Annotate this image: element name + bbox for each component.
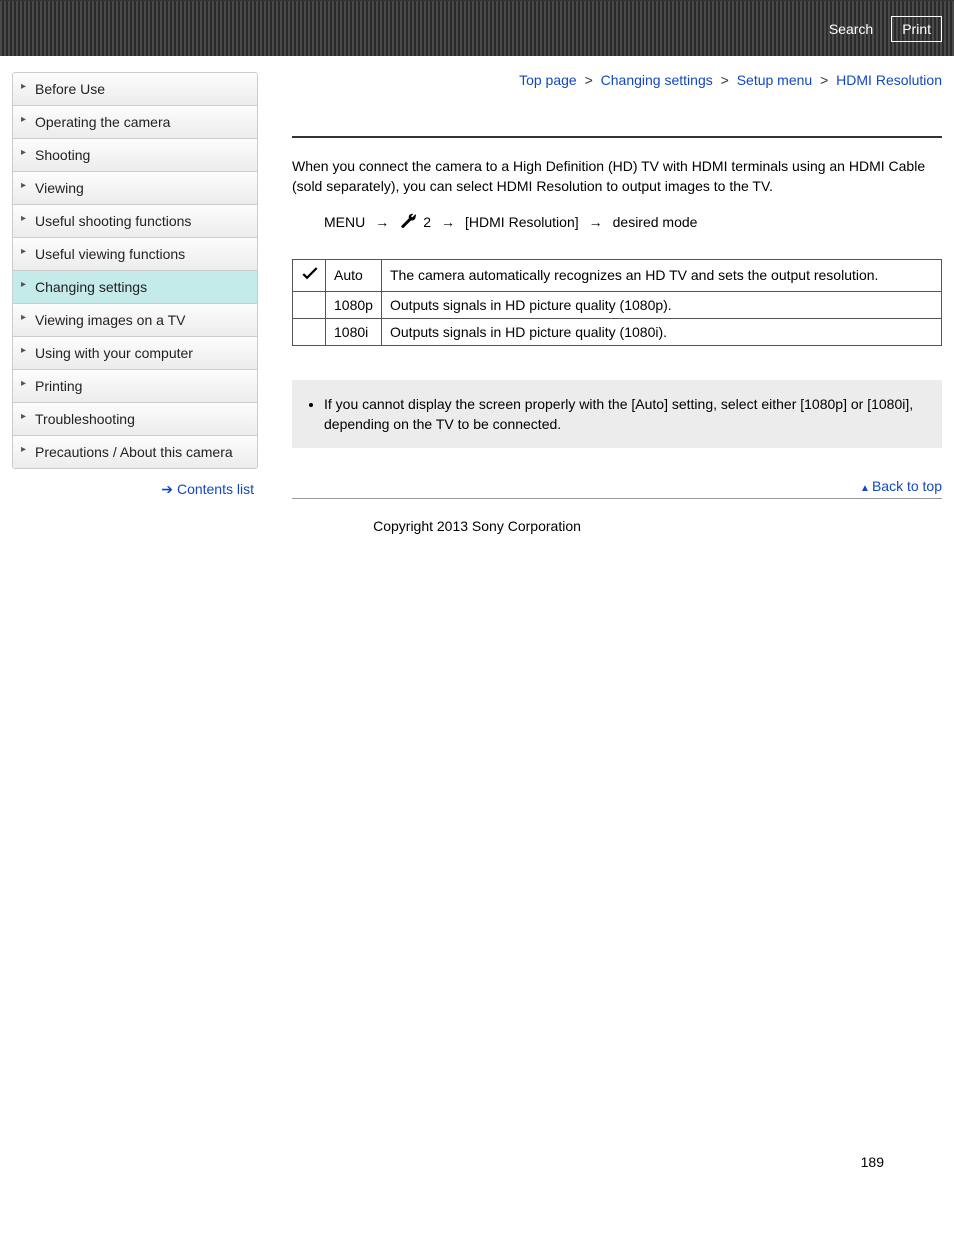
breadcrumb-separator: >: [581, 72, 597, 88]
table-check-cell: [293, 318, 326, 345]
table-desc-cell: The camera automatically recognizes an H…: [382, 259, 942, 291]
breadcrumb-link[interactable]: Setup menu: [737, 72, 813, 88]
arrow-right-icon: →: [441, 214, 455, 230]
table-desc-cell: Outputs signals in HD picture quality (1…: [382, 291, 942, 318]
table-row: 1080iOutputs signals in HD picture quali…: [293, 318, 942, 345]
table-label-cell: 1080i: [326, 318, 382, 345]
table-check-cell: [293, 259, 326, 291]
sidebar-list: Before UseOperating the cameraShootingVi…: [12, 72, 258, 469]
breadcrumb-separator: >: [717, 72, 733, 88]
table-row: 1080pOutputs signals in HD picture quali…: [293, 291, 942, 318]
content-container: Before UseOperating the cameraShootingVi…: [0, 56, 954, 510]
intro-text: When you connect the camera to a High De…: [292, 156, 942, 197]
contents-list-link[interactable]: Contents list: [177, 481, 254, 497]
sidebar-item[interactable]: Changing settings: [13, 271, 257, 304]
wrench-icon: [399, 213, 417, 231]
menu-path-number: 2: [423, 214, 431, 230]
triangle-up-icon: ▲: [860, 483, 870, 494]
notes-box: If you cannot display the screen properl…: [292, 380, 942, 449]
menu-path-menu: MENU: [324, 214, 365, 230]
table-desc-cell: Outputs signals in HD picture quality (1…: [382, 318, 942, 345]
notes-list: If you cannot display the screen properl…: [320, 394, 920, 435]
sidebar-item[interactable]: Before Use: [13, 73, 257, 106]
arrow-right-icon: ➔: [161, 481, 173, 497]
breadcrumb-link[interactable]: Changing settings: [601, 72, 713, 88]
print-link[interactable]: Print: [891, 16, 942, 42]
back-to-top: ▲Back to top: [292, 478, 942, 494]
sidebar-item[interactable]: Precautions / About this camera: [13, 436, 257, 468]
sidebar-item[interactable]: Troubleshooting: [13, 403, 257, 436]
sidebar-item[interactable]: Viewing: [13, 172, 257, 205]
table-label-cell: 1080p: [326, 291, 382, 318]
breadcrumb: Top page > Changing settings > Setup men…: [292, 72, 942, 88]
sidebar-item[interactable]: Operating the camera: [13, 106, 257, 139]
arrow-right-icon: →: [589, 214, 603, 230]
main-content: Top page > Changing settings > Setup men…: [258, 72, 942, 510]
section-divider: [292, 136, 942, 138]
footer-divider: [292, 498, 942, 499]
search-link[interactable]: Search: [819, 17, 883, 41]
breadcrumb-separator: >: [816, 72, 832, 88]
table-check-cell: [293, 291, 326, 318]
check-icon: [301, 265, 317, 281]
page-number: 189: [0, 1154, 954, 1170]
breadcrumb-link[interactable]: Top page: [519, 72, 577, 88]
note-item: If you cannot display the screen properl…: [324, 394, 920, 435]
arrow-right-icon: →: [375, 214, 389, 230]
sidebar-item[interactable]: Viewing images on a TV: [13, 304, 257, 337]
breadcrumb-current: HDMI Resolution: [836, 72, 942, 88]
back-to-top-link[interactable]: Back to top: [872, 478, 942, 494]
sidebar: Before UseOperating the cameraShootingVi…: [12, 72, 258, 510]
table-label-cell: Auto: [326, 259, 382, 291]
copyright-text: Copyright 2013 Sony Corporation: [0, 510, 954, 564]
top-bar: Search Print: [0, 0, 954, 56]
sidebar-item[interactable]: Printing: [13, 370, 257, 403]
menu-path: MENU → 2 → [HDMI Resolution] → desired m…: [292, 213, 942, 231]
sidebar-item[interactable]: Useful viewing functions: [13, 238, 257, 271]
sidebar-item[interactable]: Useful shooting functions: [13, 205, 257, 238]
contents-list-wrap: ➔Contents list: [12, 469, 258, 510]
sidebar-item[interactable]: Shooting: [13, 139, 257, 172]
menu-path-item: [HDMI Resolution]: [465, 214, 579, 230]
sidebar-item[interactable]: Using with your computer: [13, 337, 257, 370]
table-row: AutoThe camera automatically recognizes …: [293, 259, 942, 291]
menu-path-target: desired mode: [613, 214, 698, 230]
modes-table: AutoThe camera automatically recognizes …: [292, 259, 942, 346]
